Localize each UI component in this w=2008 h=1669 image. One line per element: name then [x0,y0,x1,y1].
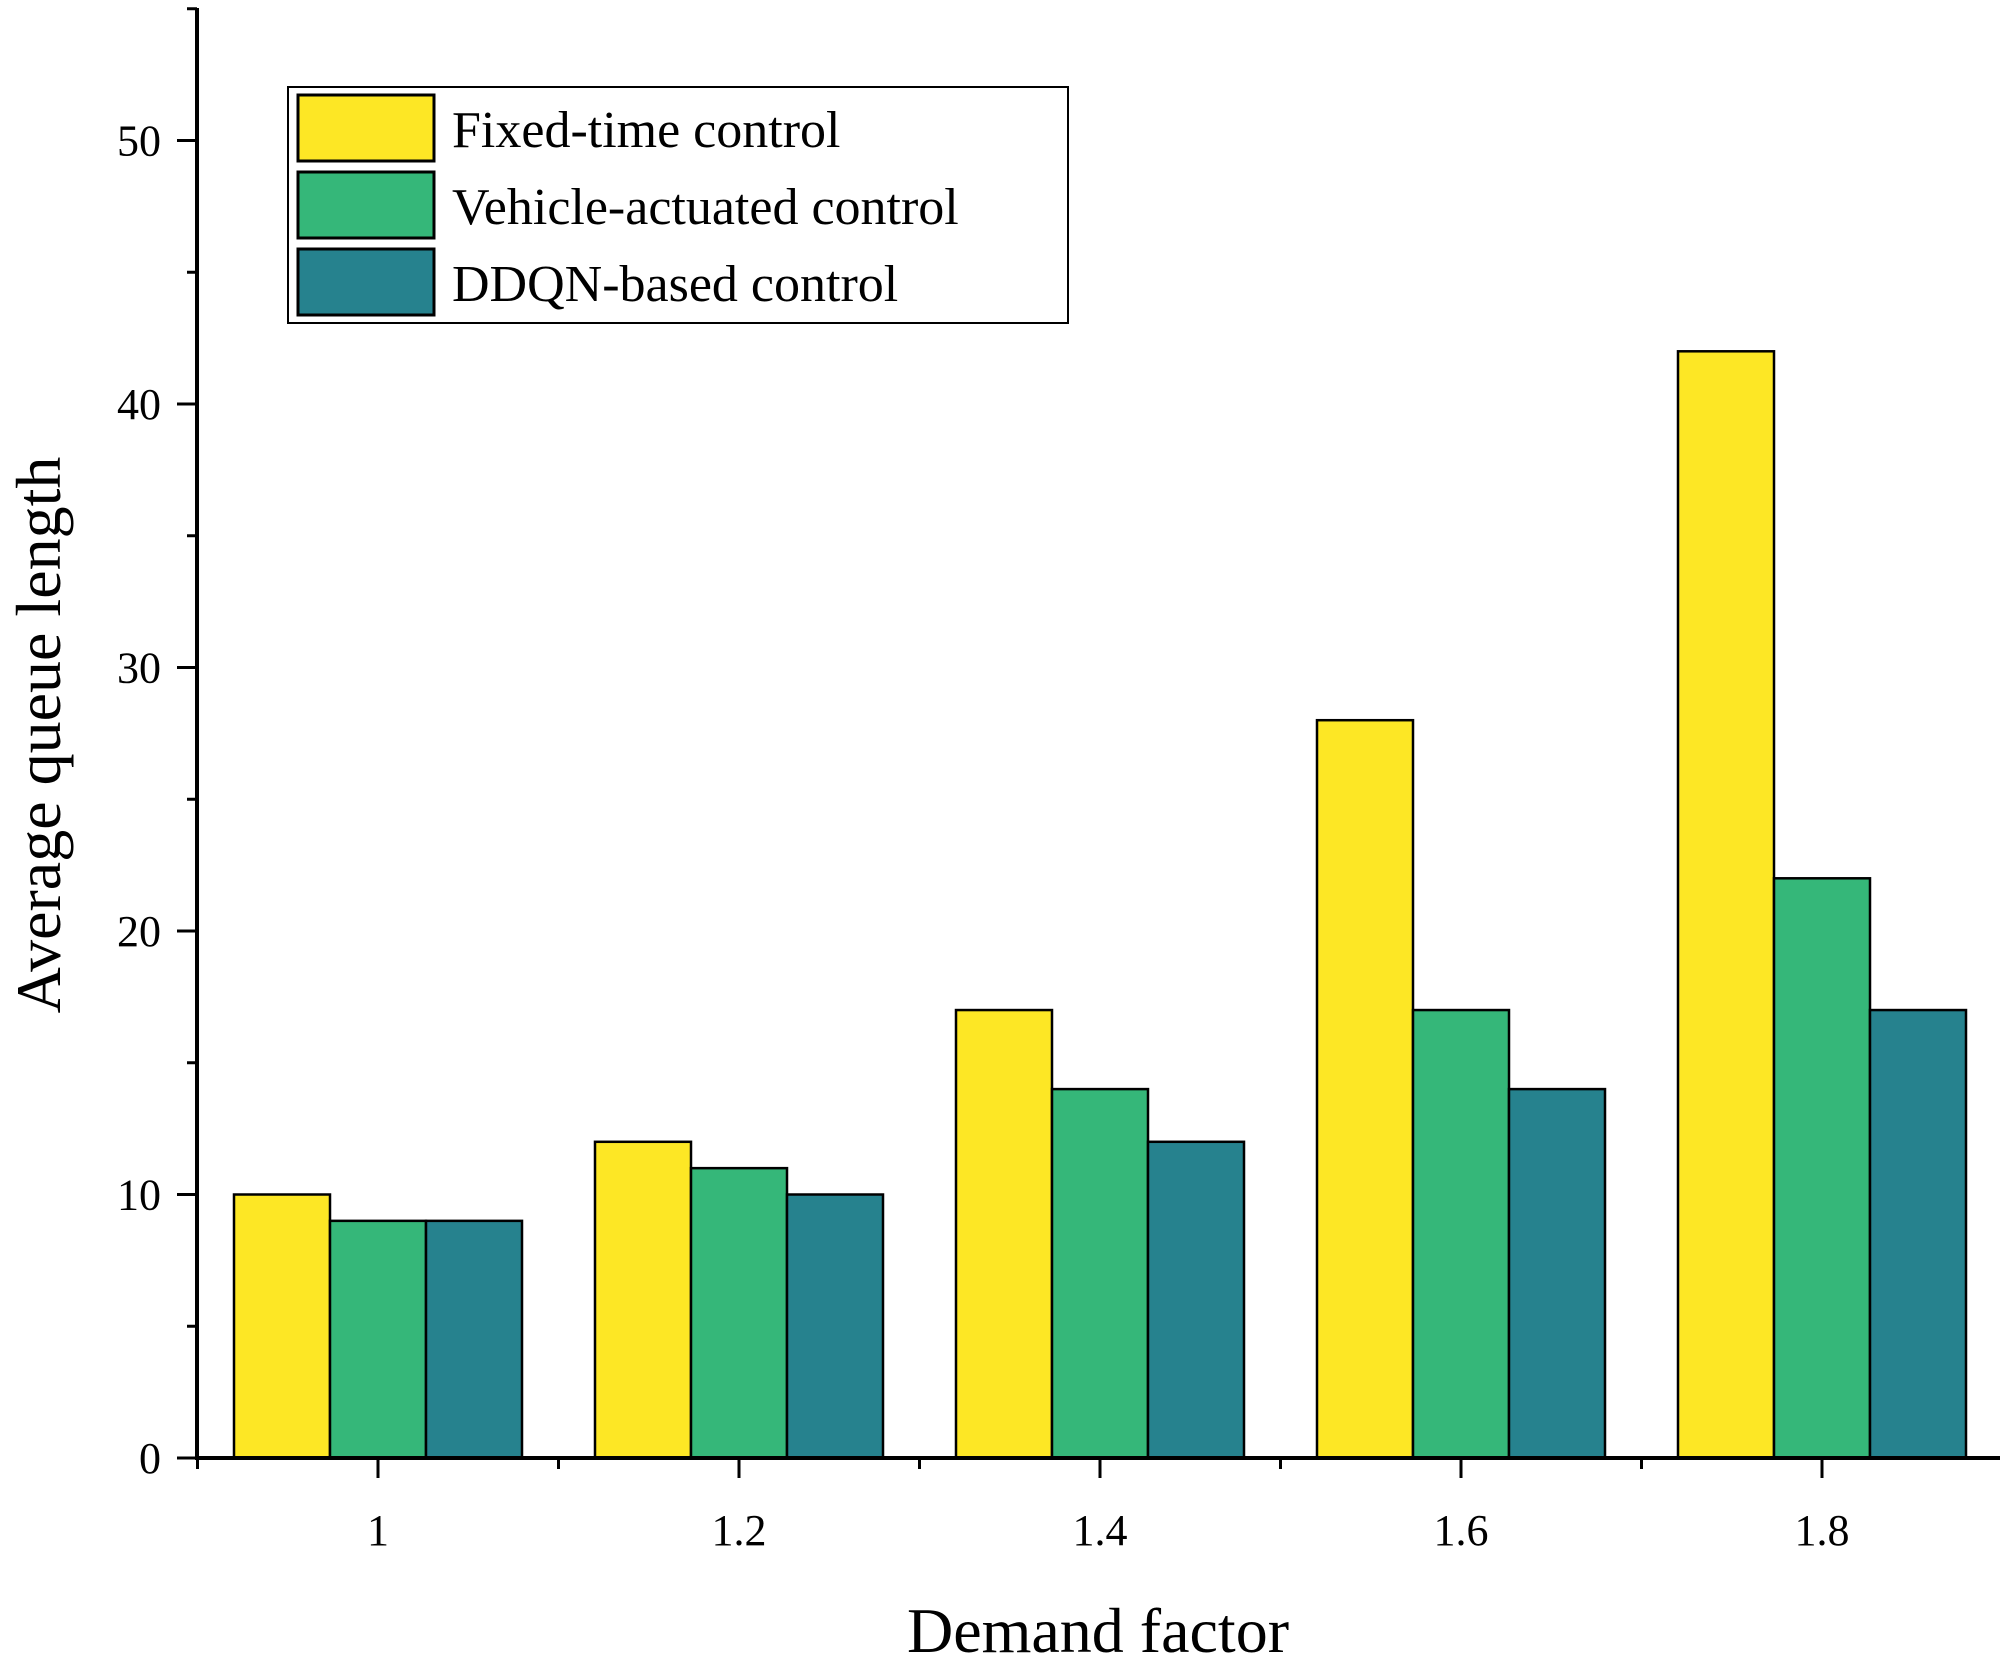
y-tick-label: 0 [139,1434,161,1483]
x-tick-label: 1.8 [1795,1506,1850,1555]
legend-item-ddqn: DDQN-based control [296,247,898,317]
bar-fixed-time-control-1-2 [593,1140,693,1460]
legend-label-ddqn: DDQN-based control [452,256,898,313]
x-axis-title: Demand factor [907,1595,1289,1666]
bar-vehicle-actuated-control-1 [328,1219,428,1460]
x-tick-label: 1.6 [1434,1506,1489,1555]
legend-swatch-fixed-time [296,93,436,163]
y-tick-label: 50 [117,117,161,166]
bar-fixed-time-control-1-8 [1676,350,1776,1460]
axes-layer: 0 10 20 30 40 50 1 1.2 1.4 1.6 1.8 [117,7,2000,1555]
bar-fixed-time-control-1-6 [1315,718,1415,1460]
legend-swatch-vehicle-actuated [296,170,436,240]
x-tick-label: 1 [367,1506,389,1555]
legend-swatch-ddqn [296,247,436,317]
labels-layer: Demand factor Average queue length [3,457,1289,1666]
bar-ddqn-based-control-1-6 [1507,1087,1607,1460]
x-tick-label: 1.4 [1073,1506,1128,1555]
bar-vehicle-actuated-control-1-2 [689,1166,789,1460]
y-tick-label: 20 [117,907,161,956]
y-axis-title: Average queue length [3,457,74,1014]
bar-ddqn-based-control-1-4 [1146,1140,1246,1460]
y-tick-label: 10 [117,1171,161,1220]
bar-fixed-time-control-1 [232,1193,332,1460]
bar-ddqn-based-control-1-2 [785,1193,885,1460]
bar-fixed-time-control-1-4 [954,1008,1054,1460]
legend-label-vehicle-actuated: Vehicle-actuated control [452,179,959,236]
bar-vehicle-actuated-control-1-4 [1050,1087,1150,1460]
legend-label-fixed-time: Fixed-time control [452,102,840,159]
legend-item-fixed-time: Fixed-time control [296,93,840,163]
legend-item-vehicle-actuated: Vehicle-actuated control [296,170,959,240]
y-tick-label: 40 [117,380,161,429]
y-tick-label: 30 [117,644,161,693]
legend: Fixed-time control Vehicle-actuated cont… [287,86,1069,324]
bar-vehicle-actuated-control-1-6 [1411,1008,1511,1460]
x-tick-label: 1.2 [712,1506,767,1555]
bars-layer [232,350,1968,1460]
bar-vehicle-actuated-control-1-8 [1772,877,1872,1460]
bar-ddqn-based-control-1 [424,1219,524,1460]
bar-ddqn-based-control-1-8 [1868,1008,1968,1460]
